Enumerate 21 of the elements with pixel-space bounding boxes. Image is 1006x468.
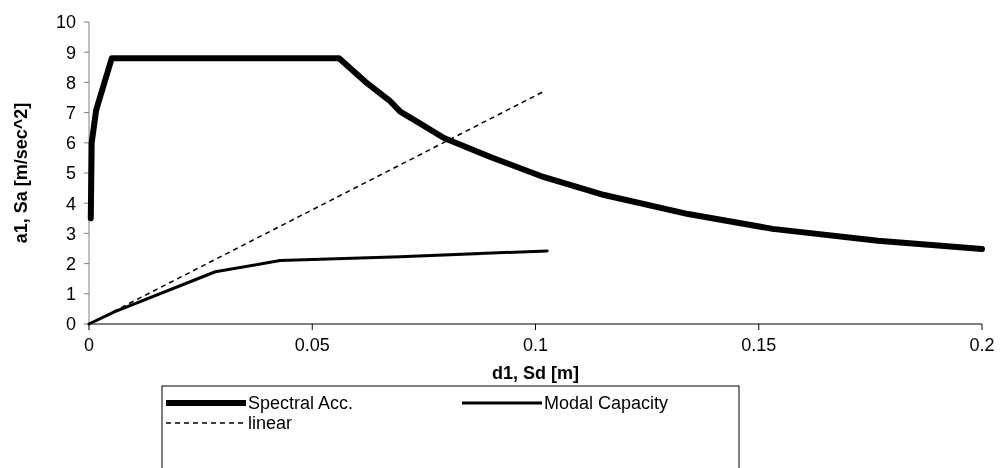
y-tick-label: 7 — [65, 102, 76, 123]
y-tick-label: 0 — [65, 314, 76, 335]
y-tick-label: 9 — [65, 42, 76, 63]
y-tick-label: 2 — [65, 253, 76, 274]
y-tick-label: 5 — [65, 163, 76, 184]
y-tick-label: 6 — [65, 133, 76, 154]
legend-label: Spectral Acc. — [248, 393, 354, 414]
y-tick-label: 4 — [65, 193, 76, 214]
y-tick-label: 3 — [65, 223, 76, 244]
x-tick-label: 0 — [83, 335, 95, 355]
x-tick-label: 0.2 — [969, 335, 995, 355]
y-tick-label: 8 — [65, 72, 76, 93]
x-tick-label: 0.15 — [741, 335, 777, 355]
legend-label: linear — [248, 413, 293, 434]
x-tick-label: 0.1 — [522, 335, 549, 355]
legend-label: Modal Capacity — [544, 393, 669, 414]
y-tick-label: 1 — [65, 284, 76, 305]
x-axis-title: d1, Sd [m] — [491, 363, 580, 383]
y-axis-title: a1, Sa [m/sec^2] — [11, 102, 31, 244]
y-tick-label: 10 — [55, 12, 76, 33]
x-tick-label: 0.05 — [294, 335, 330, 355]
